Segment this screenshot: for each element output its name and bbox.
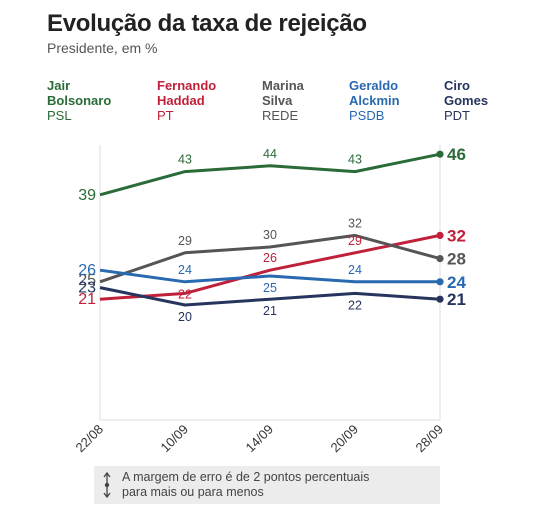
x-tick-label: 14/09 — [243, 422, 277, 456]
data-label: 29 — [348, 234, 362, 248]
first-value-label: 25 — [78, 272, 96, 289]
series-line — [99, 233, 441, 284]
legend-name: Jair Bolsonaro — [47, 78, 112, 108]
data-label: 26 — [263, 251, 277, 265]
data-label: 43 — [178, 153, 192, 167]
data-label: 30 — [263, 228, 277, 242]
data-label: 24 — [178, 263, 192, 277]
series-line — [99, 286, 441, 307]
series-end-point — [436, 150, 444, 158]
series-end-point — [436, 231, 444, 239]
legend-name: Geraldo Alckmin — [349, 78, 400, 108]
note-text: A margem de erro é de 2 pontos percentua… — [122, 470, 369, 500]
x-tick-label: 10/09 — [158, 422, 192, 456]
last-value-label: 32 — [447, 226, 466, 245]
data-label: 32 — [348, 216, 362, 230]
data-label: 21 — [263, 304, 277, 318]
x-tick-label: 28/09 — [413, 422, 447, 456]
legend-item-alckmin: Geraldo Alckmin PSDB — [349, 78, 400, 123]
note-line-1: A margem de erro é de 2 pontos percentua… — [122, 470, 370, 484]
first-value-label: 21 — [78, 291, 96, 308]
data-label: 43 — [348, 153, 362, 167]
note-line-2: para mais ou para menos — [122, 485, 264, 499]
first-value-label: 39 — [78, 187, 96, 204]
legend-name: Fernando Haddad — [157, 78, 217, 108]
series-end-point — [436, 255, 444, 263]
margin-of-error-note: A margem de erro é de 2 pontos percentua… — [94, 466, 440, 504]
last-value-label: 24 — [447, 273, 466, 292]
legend-party: PSDB — [349, 108, 385, 123]
legend-item-ciro: Ciro Gomes PDT — [444, 78, 488, 123]
legend-party: PSL — [47, 108, 72, 123]
last-value-label: 46 — [447, 145, 466, 164]
first-value-label: 26 — [78, 262, 96, 279]
series-line — [99, 233, 441, 301]
data-label: 24 — [348, 263, 362, 277]
chart-subtitle: Presidente, em % — [47, 40, 158, 56]
legend-party: PDT — [444, 108, 470, 123]
data-label: 29 — [178, 234, 192, 248]
series-end-point — [436, 295, 444, 303]
data-label: 22 — [348, 298, 362, 312]
data-label: 44 — [263, 147, 277, 161]
data-label: 20 — [178, 310, 192, 324]
legend-name: Marina Silva — [262, 78, 304, 108]
chart-title: Evolução da taxa de rejeição — [47, 10, 367, 37]
legend-party: REDE — [262, 108, 299, 123]
x-tick-label: 20/09 — [328, 422, 362, 456]
legend-item-haddad: Fernando Haddad PT — [157, 78, 216, 123]
legend-item-bolsonaro: Jair Bolsonaro PSL — [47, 78, 111, 123]
first-value-label: 23 — [78, 280, 96, 297]
legend-party: PT — [157, 108, 174, 123]
last-value-label: 28 — [447, 250, 466, 269]
legend-name: Ciro Gomes — [444, 78, 489, 108]
data-label: 25 — [263, 281, 277, 295]
last-value-label: 21 — [447, 290, 466, 309]
x-tick-label: 22/08 — [73, 422, 107, 456]
series-end-point — [436, 278, 444, 286]
series-line — [99, 152, 441, 197]
up-down-arrow-icon — [103, 471, 111, 499]
legend-item-marina: Marina Silva REDE — [262, 78, 304, 123]
series-line — [99, 268, 440, 284]
data-label: 22 — [178, 287, 192, 301]
legend: Jair Bolsonaro PSL Fernando Haddad PT Ma… — [0, 78, 550, 128]
